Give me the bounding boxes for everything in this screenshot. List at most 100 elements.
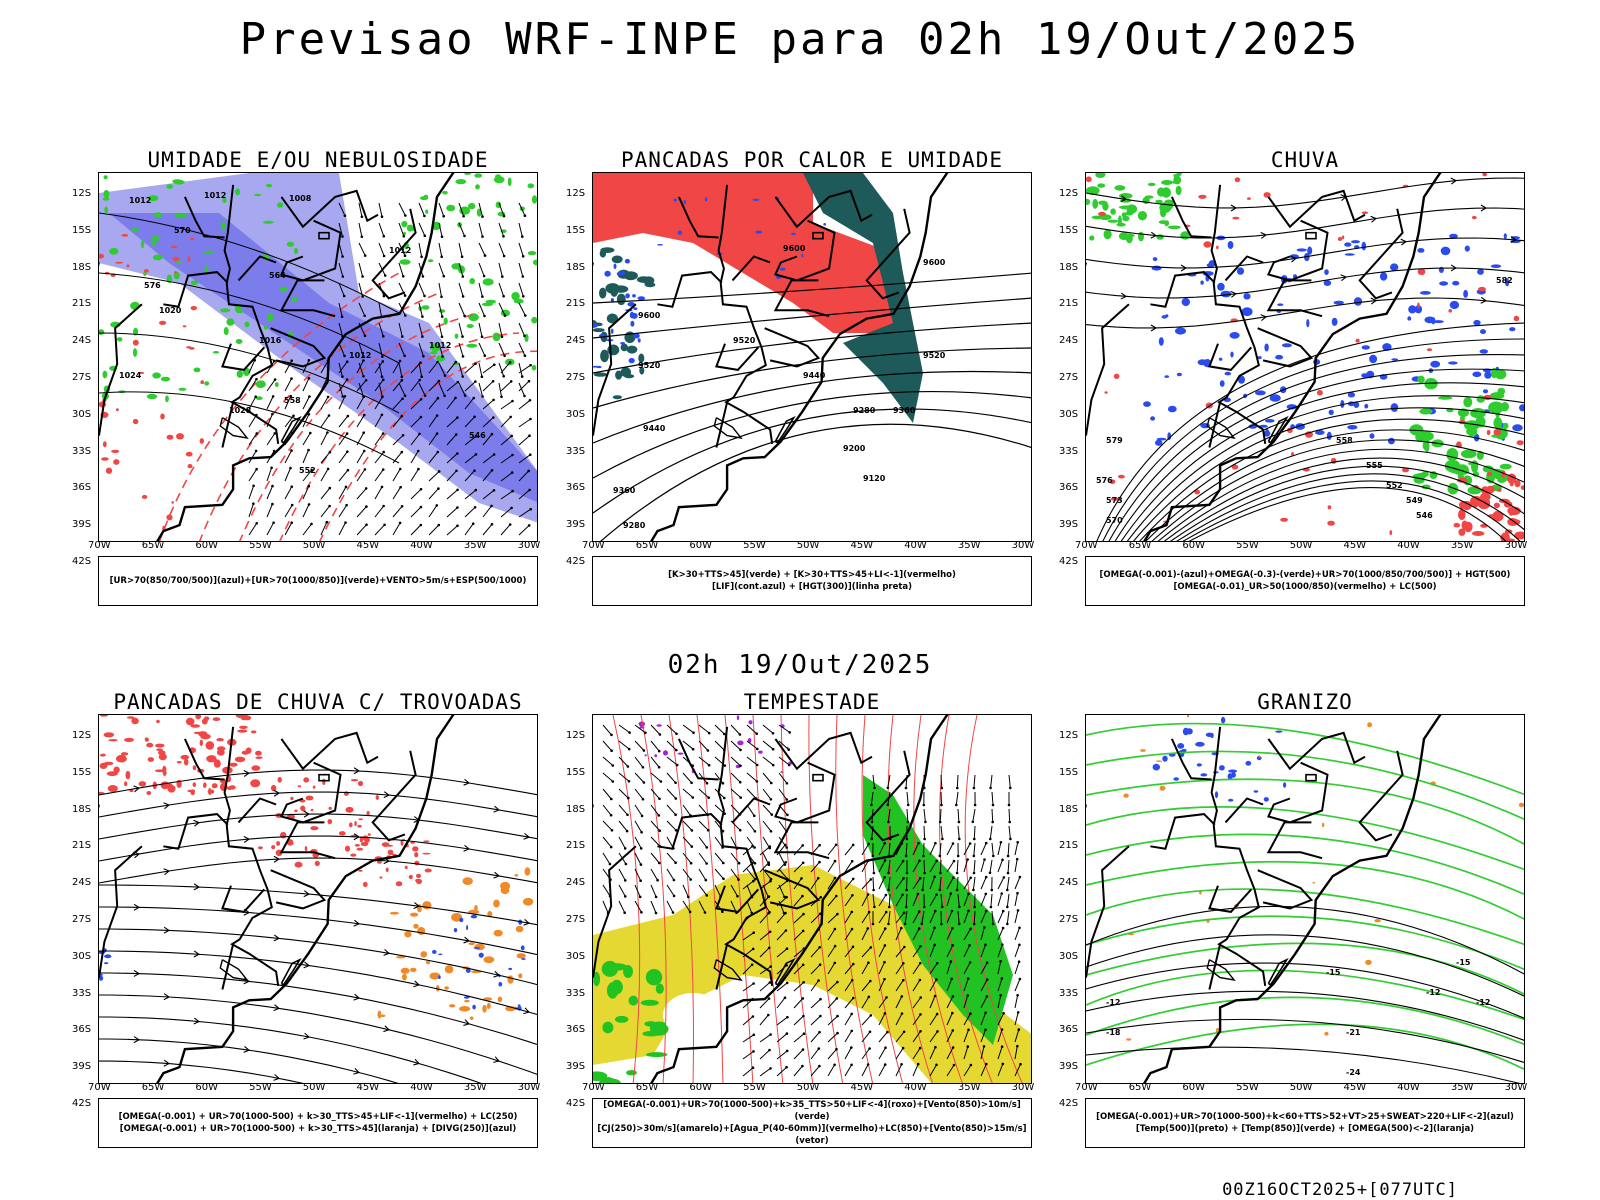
wind-vector	[872, 876, 875, 891]
wind-vector-head	[972, 888, 975, 892]
wind-vector	[356, 469, 366, 482]
latitude-label: 12S	[72, 730, 92, 741]
wind-vector	[418, 222, 426, 237]
wind-vector	[997, 859, 1003, 873]
omega-blue-area	[1227, 241, 1234, 249]
wind-vector-head	[481, 295, 484, 298]
hgt500-contour	[1163, 457, 1524, 541]
wind-vector	[650, 868, 659, 881]
omega-red-area	[1456, 441, 1462, 448]
wind-vector-head	[627, 747, 631, 751]
wind-vector	[973, 842, 976, 856]
wind-vector-head	[850, 1012, 853, 1016]
wind-vector-head	[529, 363, 532, 367]
wind-vector-head	[833, 1063, 836, 1067]
wind-vector-head	[656, 878, 659, 882]
temp500-contour	[1086, 962, 1524, 1019]
flow-arrow	[273, 1074, 281, 1081]
wind-vector	[714, 884, 722, 897]
wind-vector-head	[917, 927, 921, 930]
wind-vector-head	[852, 996, 855, 1000]
omega-red-area	[1471, 215, 1477, 220]
wind-vector-head	[640, 830, 643, 834]
instability-teal-area	[620, 367, 632, 378]
omega-blue-area	[1219, 380, 1225, 387]
wind-vector	[762, 772, 772, 784]
wind-vector-head	[362, 375, 365, 378]
wind-vector-head	[801, 963, 805, 967]
wind-vector	[446, 434, 457, 446]
legend-line: [OMEGA(-0.001)+UR>70(1000-500)+k>35_TTS>…	[603, 1100, 1021, 1122]
wind-vector-head	[902, 978, 905, 982]
wind-vector-head	[957, 922, 961, 926]
wind-vector	[536, 534, 537, 535]
wind-vector-head	[972, 854, 976, 858]
wind-vector	[518, 489, 530, 500]
thunder-red-area	[350, 834, 357, 837]
wind-vector	[482, 433, 493, 446]
omega-green-area	[1158, 220, 1168, 224]
humidity-low-contour	[204, 381, 210, 386]
wind-vector	[338, 262, 344, 277]
wind-vector-head	[788, 731, 791, 734]
omega-red-area	[1486, 429, 1491, 436]
panel-legend: [K>30+TTS>45](verde) + [K>30+TTS>45+LI<-…	[592, 556, 1032, 606]
wind-vector-head	[952, 876, 955, 879]
jet-stream-area	[593, 865, 1031, 1083]
wind-vector	[698, 756, 710, 766]
map-frame: 1012 1012 1008 1012 1020 1016 1012 1012 1024 1028…	[98, 172, 538, 542]
wind-vector-head	[1018, 875, 1022, 879]
thunder-orange-area	[518, 973, 523, 979]
wind-vector-head	[493, 363, 496, 366]
wind-vector-head	[644, 731, 647, 735]
thickness-contour	[171, 245, 178, 249]
wind-vector-head	[958, 905, 961, 909]
omega-red-area	[1327, 520, 1335, 526]
wind-vector-head	[509, 380, 513, 383]
wind-vector	[957, 893, 960, 907]
thunder-red-area	[115, 754, 127, 763]
wind-vector	[776, 948, 788, 958]
wind-vector-head	[769, 965, 772, 968]
wind850-area	[593, 971, 601, 987]
wind-vector-head	[755, 763, 759, 767]
omega-red-area	[1497, 488, 1502, 492]
contour-label: 9360	[613, 486, 636, 495]
latitude-label: 27S	[72, 914, 92, 925]
wind-vector	[498, 362, 505, 377]
humidity-low-contour	[130, 228, 140, 232]
wind-vector	[446, 507, 458, 518]
longitude-label: 30W	[517, 1082, 541, 1093]
wind-vector	[946, 1047, 954, 1060]
wind-vector	[972, 808, 976, 822]
wind-vector-head	[360, 215, 364, 218]
humidity-low-contour	[153, 212, 163, 218]
wind-vector	[266, 467, 273, 482]
flow-arrow	[383, 791, 391, 799]
wind-vector-head	[381, 395, 384, 398]
thunder-red-area	[338, 831, 346, 836]
humidity-low-contour	[401, 220, 408, 228]
wind-vector	[602, 740, 612, 752]
humidity-low-contour	[179, 213, 187, 219]
wind-vector	[861, 911, 870, 924]
omega-blue-area	[1165, 314, 1169, 318]
wind-vector	[518, 202, 526, 216]
thunder-orange-area	[493, 929, 503, 937]
flow-arrow	[193, 883, 201, 891]
wind-vector-head	[639, 847, 643, 850]
wind-vector-head	[657, 814, 661, 817]
panel-legend: [UR>70(850/700/500)](azul)+[UR>70(1000/8…	[98, 556, 538, 606]
wind-vector-head	[769, 1033, 772, 1036]
wind-vector	[248, 485, 255, 500]
wind-vector-head	[403, 354, 406, 358]
thunder-red-area	[158, 753, 167, 761]
wind-vector-head	[523, 354, 527, 357]
wind-vector-head	[768, 845, 772, 848]
omega-blue-area	[1420, 291, 1431, 295]
lifted-index-contour	[633, 333, 640, 339]
omega-blue-area	[1509, 327, 1516, 332]
omega-blue-area	[1382, 343, 1392, 351]
divergence-contour	[465, 968, 471, 973]
contour-label: 1020	[159, 306, 182, 315]
